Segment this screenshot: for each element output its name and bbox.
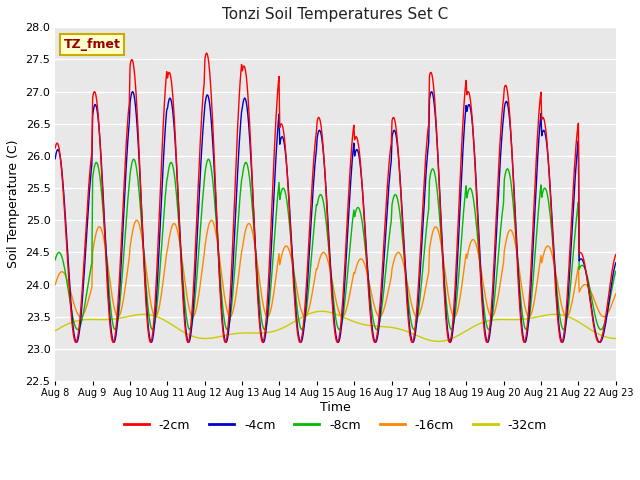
Text: TZ_fmet: TZ_fmet xyxy=(63,38,120,51)
Legend: -2cm, -4cm, -8cm, -16cm, -32cm: -2cm, -4cm, -8cm, -16cm, -32cm xyxy=(119,414,552,437)
X-axis label: Time: Time xyxy=(320,401,351,414)
Title: Tonzi Soil Temperatures Set C: Tonzi Soil Temperatures Set C xyxy=(222,7,449,22)
Y-axis label: Soil Temperature (C): Soil Temperature (C) xyxy=(7,140,20,268)
